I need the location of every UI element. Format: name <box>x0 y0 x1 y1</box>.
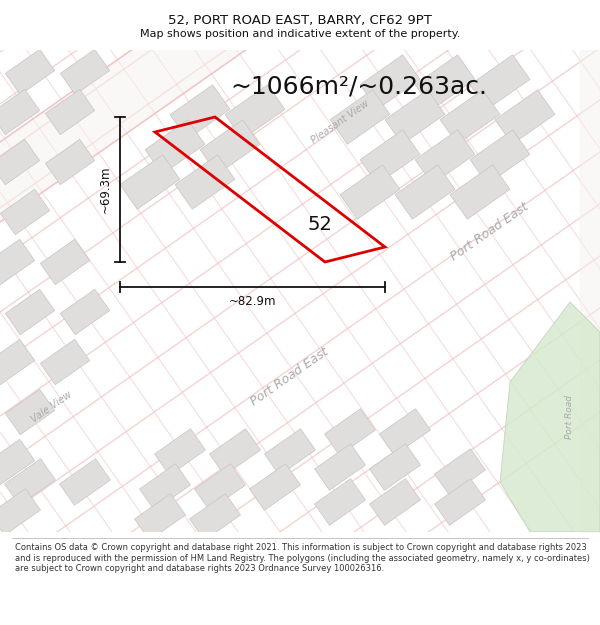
Polygon shape <box>194 464 245 510</box>
Polygon shape <box>330 90 390 144</box>
Polygon shape <box>0 489 40 535</box>
Polygon shape <box>470 130 530 184</box>
Text: Port Road East: Port Road East <box>449 201 532 264</box>
Polygon shape <box>440 90 500 144</box>
Polygon shape <box>61 289 110 335</box>
Polygon shape <box>190 494 241 540</box>
Polygon shape <box>145 120 205 174</box>
Polygon shape <box>59 459 110 505</box>
Polygon shape <box>314 444 365 490</box>
Polygon shape <box>175 155 235 209</box>
Text: 52, PORT ROAD EAST, BARRY, CF62 9PT: 52, PORT ROAD EAST, BARRY, CF62 9PT <box>168 14 432 27</box>
Text: ~1066m²/~0.263ac.: ~1066m²/~0.263ac. <box>230 74 487 98</box>
Polygon shape <box>155 429 205 475</box>
Polygon shape <box>5 459 55 505</box>
Polygon shape <box>170 85 230 139</box>
Text: Port Road East: Port Road East <box>248 346 331 409</box>
Polygon shape <box>370 479 421 525</box>
Polygon shape <box>1 189 50 235</box>
Polygon shape <box>434 479 485 525</box>
Polygon shape <box>46 139 95 185</box>
Polygon shape <box>0 439 35 485</box>
Polygon shape <box>225 85 285 139</box>
Polygon shape <box>0 139 40 185</box>
Text: 52: 52 <box>308 216 332 234</box>
Polygon shape <box>360 130 420 184</box>
Polygon shape <box>140 464 190 510</box>
Text: Pleasant View: Pleasant View <box>309 98 371 146</box>
Polygon shape <box>340 165 400 219</box>
Polygon shape <box>495 90 555 144</box>
Polygon shape <box>200 120 260 174</box>
Polygon shape <box>450 165 510 219</box>
Polygon shape <box>250 464 301 510</box>
Text: ~82.9m: ~82.9m <box>229 295 276 308</box>
Polygon shape <box>0 0 600 222</box>
Polygon shape <box>0 239 35 285</box>
Polygon shape <box>40 339 89 385</box>
Polygon shape <box>370 444 421 490</box>
Polygon shape <box>120 155 180 209</box>
Polygon shape <box>380 409 430 455</box>
Polygon shape <box>434 449 485 495</box>
Polygon shape <box>325 409 376 455</box>
Polygon shape <box>385 90 445 144</box>
Text: Contains OS data © Crown copyright and database right 2021. This information is : Contains OS data © Crown copyright and d… <box>15 543 590 573</box>
Polygon shape <box>5 289 55 335</box>
Text: Vale View: Vale View <box>30 389 74 424</box>
Polygon shape <box>0 339 35 385</box>
Text: Map shows position and indicative extent of the property.: Map shows position and indicative extent… <box>140 29 460 39</box>
Polygon shape <box>360 55 420 109</box>
Polygon shape <box>265 429 316 475</box>
Polygon shape <box>395 165 455 219</box>
Polygon shape <box>209 429 260 475</box>
Polygon shape <box>61 49 110 95</box>
Polygon shape <box>5 389 55 435</box>
Polygon shape <box>134 494 185 540</box>
Polygon shape <box>415 130 475 184</box>
Polygon shape <box>40 239 89 285</box>
Polygon shape <box>5 49 55 95</box>
Polygon shape <box>470 55 530 109</box>
Polygon shape <box>314 479 365 525</box>
Polygon shape <box>500 302 600 532</box>
Text: ~69.3m: ~69.3m <box>99 166 112 213</box>
Text: Port Road: Port Road <box>566 395 575 439</box>
Polygon shape <box>0 89 40 135</box>
Polygon shape <box>46 89 95 135</box>
Polygon shape <box>415 55 475 109</box>
